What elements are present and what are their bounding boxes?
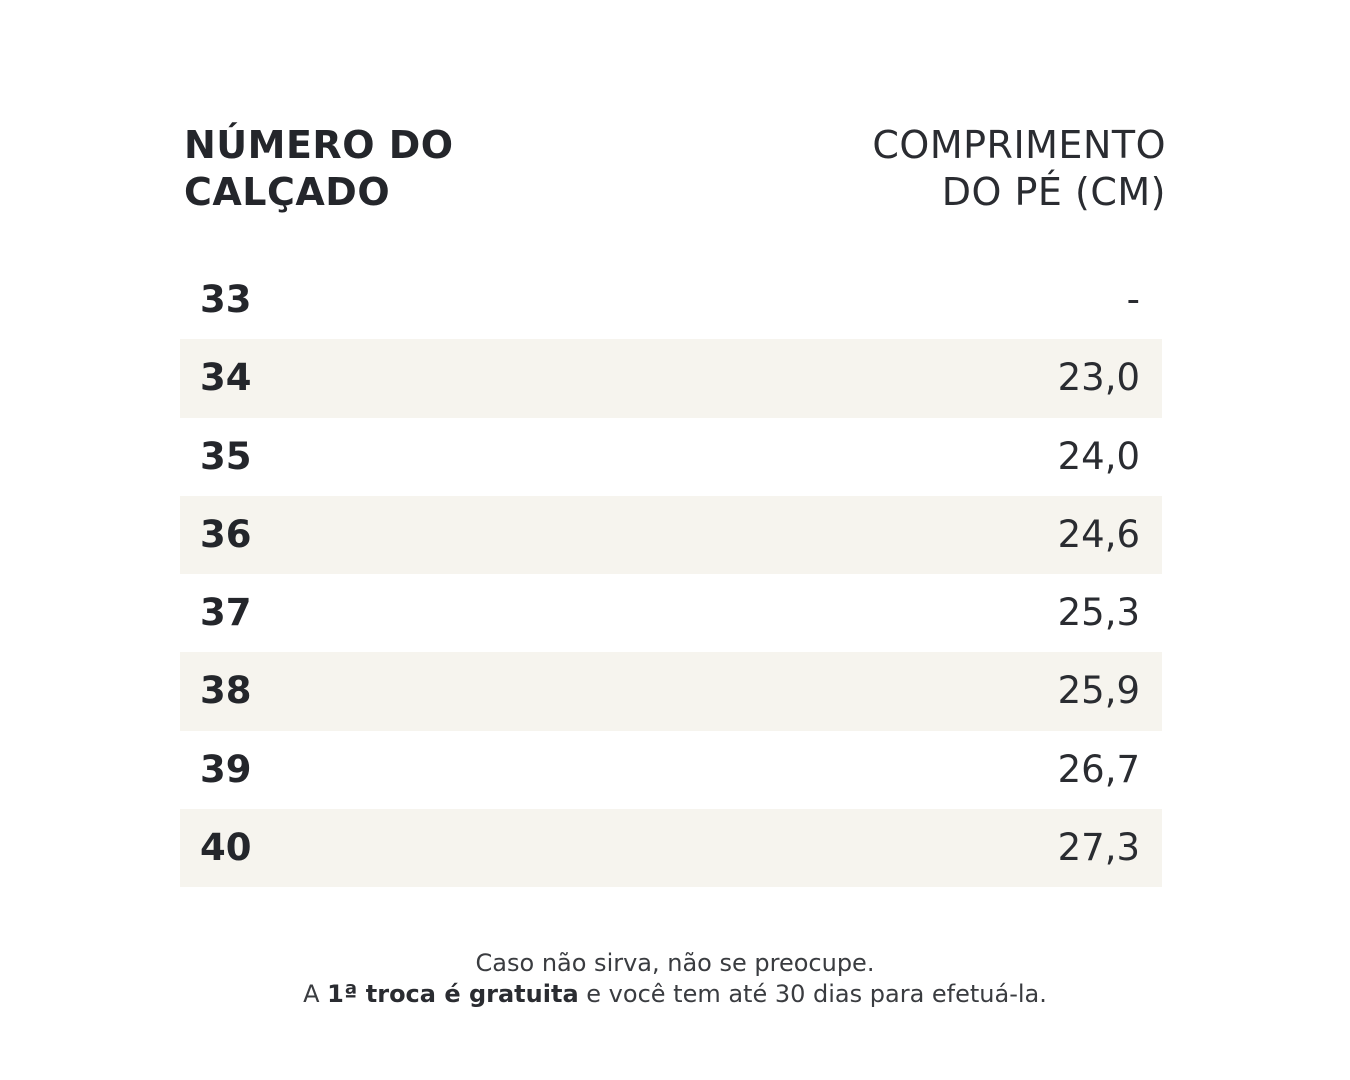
table-row: 40 27,3 bbox=[180, 809, 1162, 888]
footer-text: A bbox=[303, 980, 320, 1008]
shoe-size: 38 bbox=[200, 669, 252, 713]
footer-line: A 1ª troca é gratuita e você tem até 30 … bbox=[0, 979, 1350, 1010]
foot-length: 25,9 bbox=[1057, 669, 1140, 713]
table-row: 35 24,0 bbox=[180, 418, 1162, 496]
table-row: 38 25,9 bbox=[180, 652, 1162, 731]
table-row: 39 26,7 bbox=[180, 731, 1162, 809]
table-row: 33 - bbox=[180, 261, 1162, 339]
shoe-size: 34 bbox=[200, 356, 252, 400]
shoe-size: 33 bbox=[200, 278, 252, 321]
column-header: NÚMERO DO CALÇADO bbox=[184, 122, 454, 216]
shoe-size: 37 bbox=[200, 591, 252, 635]
header-line: DO PÉ (CM) bbox=[941, 170, 1166, 214]
foot-length: 25,3 bbox=[1057, 591, 1140, 635]
header-line: CALÇADO bbox=[184, 170, 391, 214]
foot-length: 24,6 bbox=[1057, 512, 1140, 556]
shoe-size: 39 bbox=[200, 747, 252, 791]
footer-line: Caso não sirva, não se preocupe. bbox=[475, 949, 875, 977]
shoe-size: 35 bbox=[200, 434, 252, 478]
header-line: COMPRIMENTO bbox=[872, 123, 1166, 167]
column-header: COMPRIMENTO DO PÉ (CM) bbox=[872, 122, 1166, 216]
footer-text: e você tem até 30 dias para efetuá-la. bbox=[586, 980, 1047, 1008]
shoe-size: 36 bbox=[200, 512, 252, 556]
table-row: 34 23,0 bbox=[180, 339, 1162, 418]
size-table: 33 - 34 23,0 35 24,0 36 24,6 37 25,3 38 25,9 39 26,7 4… bbox=[180, 261, 1162, 888]
footer-bold: 1ª troca é gratuita bbox=[327, 980, 579, 1008]
foot-length: 27,3 bbox=[1057, 826, 1140, 870]
foot-length: 26,7 bbox=[1057, 747, 1140, 791]
foot-length: - bbox=[1126, 278, 1140, 321]
header-line: NÚMERO DO bbox=[184, 123, 454, 167]
shoe-size: 40 bbox=[200, 826, 252, 870]
table-row: 36 24,6 bbox=[180, 495, 1162, 575]
foot-length: 24,0 bbox=[1057, 434, 1140, 478]
footer-note: Caso não sirva, não se preocupe. A 1ª tr… bbox=[0, 948, 1350, 1010]
table-row: 37 25,3 bbox=[180, 574, 1162, 652]
foot-length: 23,0 bbox=[1057, 356, 1140, 400]
